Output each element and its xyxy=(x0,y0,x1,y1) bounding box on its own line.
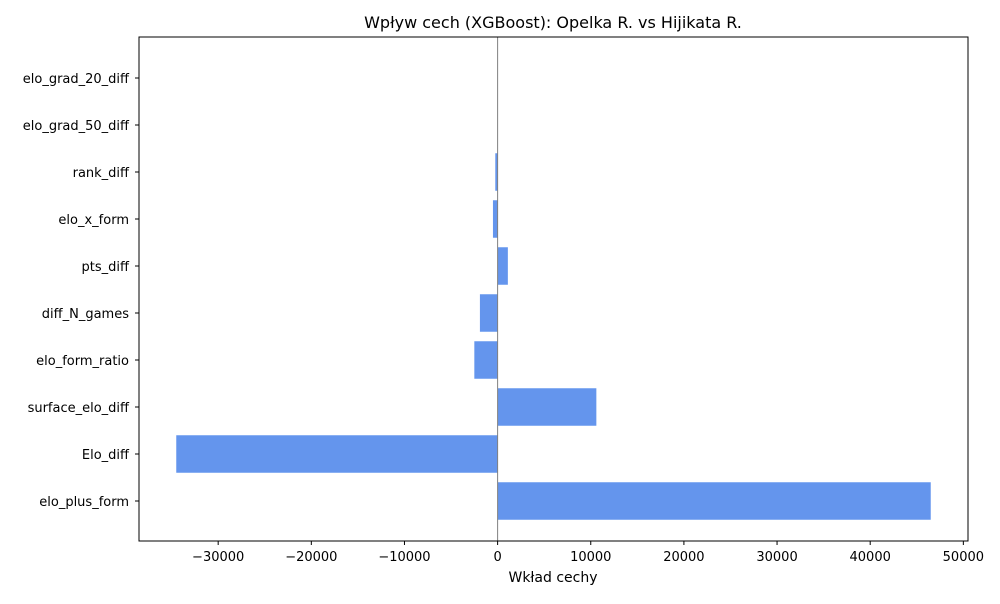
x-tick-label: 30000 xyxy=(756,550,797,565)
bar-surface_elo_diff xyxy=(497,388,597,426)
bars-group xyxy=(176,153,931,520)
y-tick-label: elo_form_ratio xyxy=(36,354,129,369)
y-tick-label: elo_grad_20_diff xyxy=(23,72,130,87)
y-tick-label: pts_diff xyxy=(82,260,130,275)
y-tick-label: elo_x_form xyxy=(58,213,129,228)
bar-elo_plus_form xyxy=(497,482,931,520)
bar-pts_diff xyxy=(497,247,508,285)
bar-elo_form_ratio xyxy=(474,341,498,379)
x-tick-label: −10000 xyxy=(378,550,430,565)
x-axis-label: Wkład cechy xyxy=(508,570,597,586)
y-tick-label: rank_diff xyxy=(73,166,130,181)
y-tick-label: surface_elo_diff xyxy=(28,401,130,416)
bar-rank_diff xyxy=(495,153,498,191)
bar-Elo_diff xyxy=(176,435,498,473)
x-tick-label: 40000 xyxy=(850,550,891,565)
x-tick-label: −20000 xyxy=(285,550,337,565)
y-tick-label: Elo_diff xyxy=(82,448,130,463)
y-axis: elo_grad_20_diff elo_grad_50_diff rank_dif… xyxy=(23,72,139,510)
bar-elo_x_form xyxy=(492,200,498,238)
x-tick-label: 0 xyxy=(493,550,501,565)
x-tick-label: 20000 xyxy=(663,550,704,565)
y-tick-label: elo_plus_form xyxy=(39,495,129,510)
y-tick-label: elo_grad_50_diff xyxy=(23,119,130,134)
x-tick-label: 50000 xyxy=(943,550,984,565)
x-tick-label: 10000 xyxy=(570,550,611,565)
bar-diff_N_games xyxy=(479,294,498,332)
x-axis: −30000 −20000 −10000 0 10000 20000 30000 40000 5… xyxy=(192,541,984,565)
plot-frame xyxy=(138,36,969,542)
x-tick-label: −30000 xyxy=(192,550,244,565)
chart-title: Wpływ cech (XGBoost): Opelka R. vs Hijik… xyxy=(364,13,742,32)
y-tick-label: diff_N_games xyxy=(42,307,129,322)
